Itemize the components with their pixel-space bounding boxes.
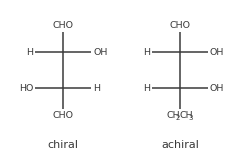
Text: OH: OH [210, 48, 224, 57]
Text: H: H [26, 48, 33, 57]
Text: H: H [93, 84, 100, 93]
Text: OH: OH [93, 48, 107, 57]
Text: HO: HO [19, 84, 33, 93]
Text: CHO: CHO [53, 21, 74, 30]
Text: achiral: achiral [161, 140, 199, 150]
Text: H: H [143, 48, 150, 57]
Text: CHO: CHO [169, 21, 190, 30]
Text: CHO: CHO [53, 111, 74, 120]
Text: H: H [143, 84, 150, 93]
Text: 2: 2 [176, 115, 180, 121]
Text: 3: 3 [188, 115, 193, 121]
Text: CH: CH [179, 111, 193, 120]
Text: OH: OH [210, 84, 224, 93]
Text: chiral: chiral [48, 140, 79, 150]
Text: CH: CH [166, 111, 180, 120]
